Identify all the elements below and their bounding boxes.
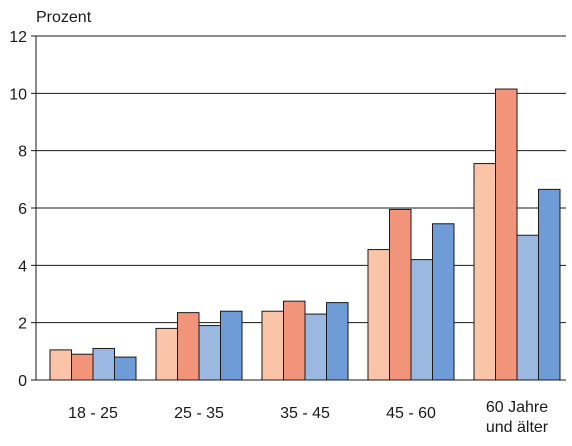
bar [326,302,349,381]
bar [473,163,496,381]
bar [283,300,306,381]
y-tick-label: 12 [9,29,27,46]
bar [114,356,137,381]
bars [49,88,561,381]
y-tick-label: 0 [18,373,27,390]
bar [71,353,94,381]
y-tick-label: 2 [18,316,27,333]
bar [432,223,455,381]
y-tick-label: 4 [18,258,27,275]
x-category-label: 35 - 45 [280,405,330,422]
bar [177,312,200,381]
bar [198,325,221,381]
x-category-label: 45 - 60 [386,405,436,422]
x-category-label: und älter [486,419,549,436]
bar [538,188,561,381]
bar [516,234,539,381]
bar [304,313,327,381]
x-category-label: 18 - 25 [68,405,118,422]
bar [261,310,284,381]
bar [49,349,72,381]
x-category-label: 60 Jahre [486,399,548,416]
x-axis-categories: 18 - 25 25 - 35 35 - 45 45 - 60 60 Jahre und … [68,399,549,436]
bar [389,208,412,381]
y-tick-label: 6 [18,201,27,218]
bar [92,347,115,381]
y-tick-label: 10 [9,86,27,103]
y-axis-ticks: 0 2 4 6 8 10 12 [9,29,36,390]
bar [495,88,518,381]
x-category-label: 25 - 35 [174,405,224,422]
bar [220,310,243,381]
bar [367,249,390,381]
bar [410,259,433,381]
y-tick-label: 8 [18,144,27,161]
y-axis-label: Prozent [36,9,92,26]
bar [155,327,178,381]
